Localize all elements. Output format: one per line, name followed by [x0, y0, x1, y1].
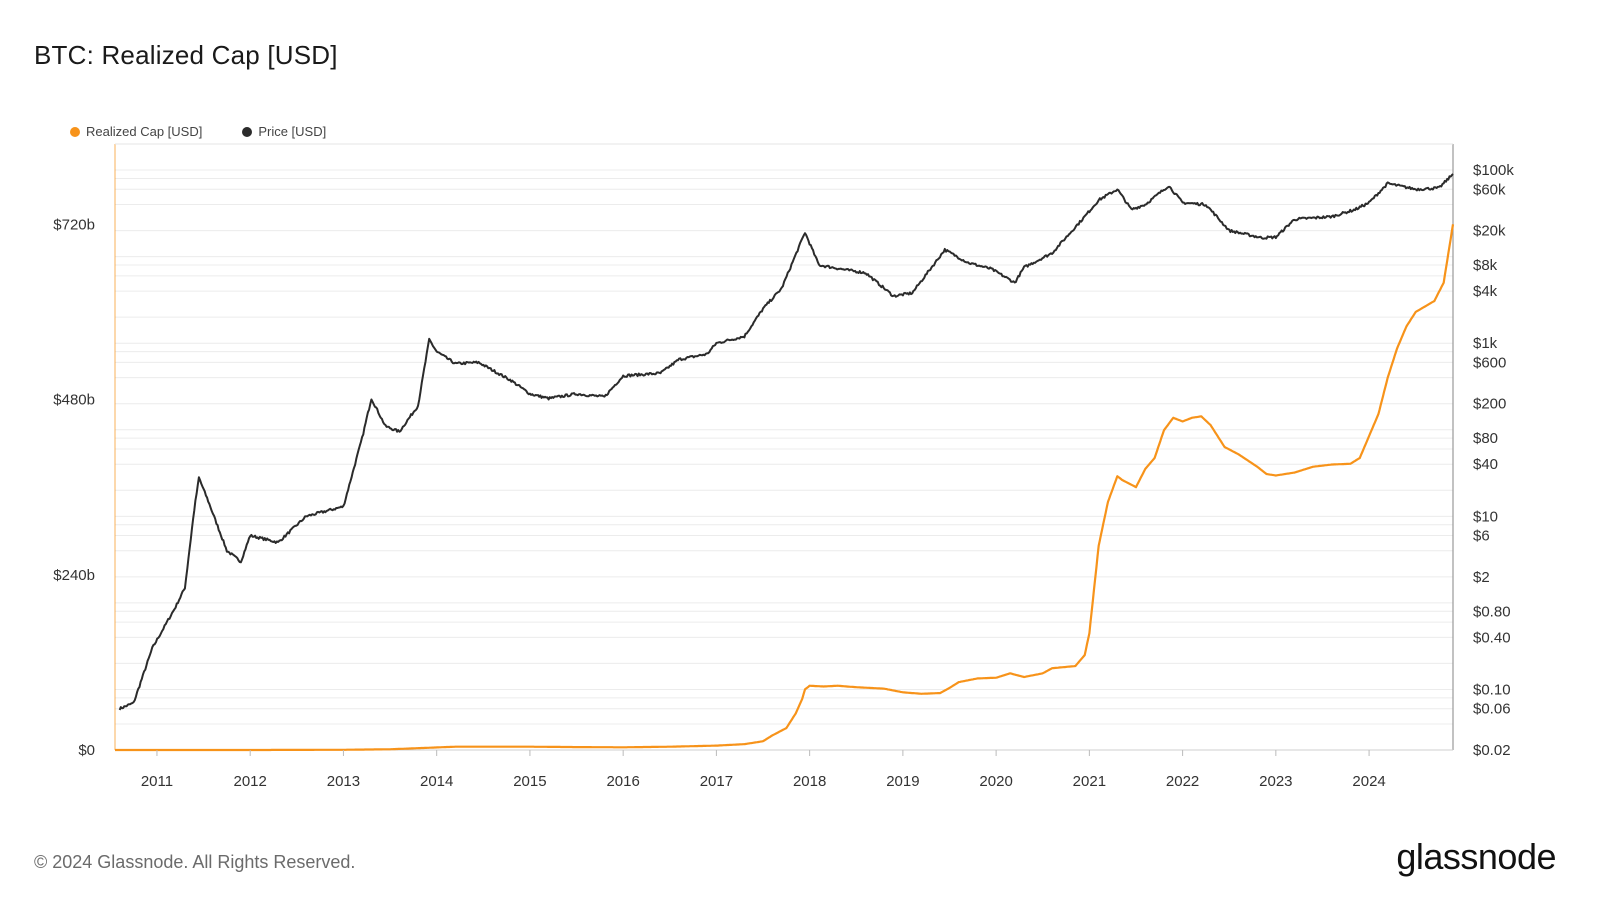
x-tick-label: 2015	[513, 773, 546, 790]
copyright-text: © 2024 Glassnode. All Rights Reserved.	[34, 852, 356, 872]
legend-label-price: Price [USD]	[258, 124, 327, 139]
x-axis: 2011 2012 2013 2014 2015 2016 2017 2018 2019 2020…	[141, 750, 1386, 790]
y-right-tick-label: $40	[1473, 456, 1498, 473]
y-right-tick-label: $0.06	[1473, 701, 1511, 718]
x-tick-label: 2012	[234, 773, 267, 790]
y-right-tick-label: $10	[1473, 508, 1498, 525]
x-tick-label: 2022	[1166, 773, 1199, 790]
series-layer	[115, 173, 1455, 752]
y-left-tick-label: $480b	[53, 392, 95, 409]
legend-item-price[interactable]: Price [USD]	[242, 124, 326, 139]
x-tick-label: 2020	[979, 773, 1012, 790]
y-right-tick-label: $600	[1473, 354, 1506, 371]
y-left-tick-label: $240b	[53, 567, 95, 584]
y-axis-right: $0.02 $0.06 $0.10 $0.40 $0.80 $2 $6 $10 $40 $80 $2…	[1473, 162, 1514, 759]
y-right-tick-label: $4k	[1473, 283, 1498, 300]
y-right-tick-label: $6	[1473, 528, 1490, 545]
x-tick-label: 2017	[700, 773, 733, 790]
x-tick-label: 2016	[606, 773, 639, 790]
brand-logo[interactable]: glassnode	[1396, 836, 1556, 877]
y-axis-left: $0 $240b $480b $720b	[53, 216, 95, 759]
legend-marker-price	[242, 126, 253, 137]
y-left-tick-label: $720b	[53, 216, 95, 233]
y-right-tick-label: $200	[1473, 396, 1506, 413]
legend-item-realized-cap[interactable]: Realized Cap [USD]	[70, 124, 202, 139]
x-tick-label: 2023	[1259, 773, 1292, 790]
legend-label-realized-cap: Realized Cap [USD]	[86, 124, 203, 139]
x-tick-label: 2018	[793, 773, 826, 790]
y-left-tick-label: $0	[78, 742, 95, 759]
x-tick-label: 2024	[1352, 773, 1385, 790]
y-right-tick-label: $0.02	[1473, 742, 1511, 759]
x-tick-label: 2021	[1073, 773, 1106, 790]
x-tick-label: 2019	[886, 773, 919, 790]
y-right-tick-label: $80	[1473, 430, 1498, 447]
legend-marker-realized-cap	[70, 126, 80, 137]
price-line	[118, 173, 1454, 711]
y-right-tick-label: $0.80	[1473, 603, 1511, 620]
y-right-tick-label: $60k	[1473, 181, 1506, 198]
y-right-tick-label: $8k	[1473, 257, 1498, 274]
x-tick-label: 2014	[420, 773, 453, 790]
x-tick-label: 2011	[141, 773, 173, 790]
y-right-tick-label: $20k	[1473, 223, 1506, 240]
y-right-tick-label: $100k	[1473, 162, 1514, 179]
chart-title: BTC: Realized Cap [USD]	[34, 40, 338, 70]
x-tick-label: 2013	[327, 773, 360, 790]
y-right-tick-label: $0.10	[1473, 681, 1511, 698]
realized-cap-line	[115, 224, 1455, 752]
y-right-tick-label: $1k	[1473, 335, 1498, 352]
chart-legend: Realized Cap [USD] Price [USD]	[70, 124, 326, 139]
y-right-tick-label: $2	[1473, 569, 1490, 586]
y-right-tick-label: $0.40	[1473, 629, 1511, 646]
